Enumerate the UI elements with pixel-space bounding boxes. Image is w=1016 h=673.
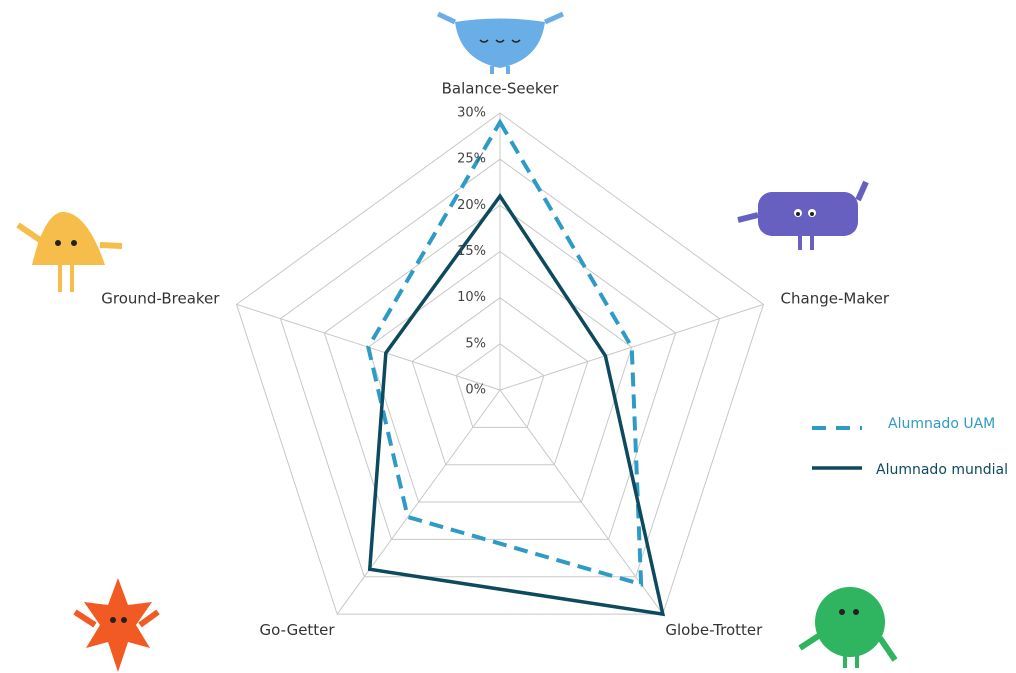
category-label: Ground-Breaker [101,289,220,307]
category-label: Change-Maker [781,289,890,307]
legend-label: Alumnado mundial [876,462,1008,478]
category-label: Balance-Seeker [442,80,560,98]
grid-ring [367,250,633,503]
character-orange [73,578,160,672]
spoke [499,389,664,615]
category-label: Globe-Trotter [665,621,763,639]
grid-ring [323,204,677,540]
legend: Alumnado UAM Alumnado mundial [812,416,1008,478]
character-blue [436,11,565,74]
tick-label: 5% [465,336,486,351]
character-yellow [16,211,123,292]
tick-label: 10% [457,290,486,305]
tick-label: 20% [457,198,486,213]
tick-label: 15% [457,244,486,259]
grid-ring [411,297,589,466]
grid-ring [279,158,721,578]
tick-label: 0% [465,383,486,398]
spoke [336,389,501,615]
category-label: Go-Getter [260,621,336,639]
legend-label: Alumnado UAM [888,416,995,432]
grid-ring [235,112,765,615]
grid-ring [455,343,545,428]
plot-area [366,118,666,617]
tick-label: 30% [457,106,486,121]
labels: 0% 5% 10% 15% 20% 25% 30% Balance-Seeker Change-… [101,80,890,640]
series-line [367,193,666,617]
character-green [798,587,898,668]
series-line [366,118,644,587]
spoke [499,303,764,391]
grid [235,112,765,615]
character-purple [737,180,869,250]
tick-label: 25% [457,152,486,167]
